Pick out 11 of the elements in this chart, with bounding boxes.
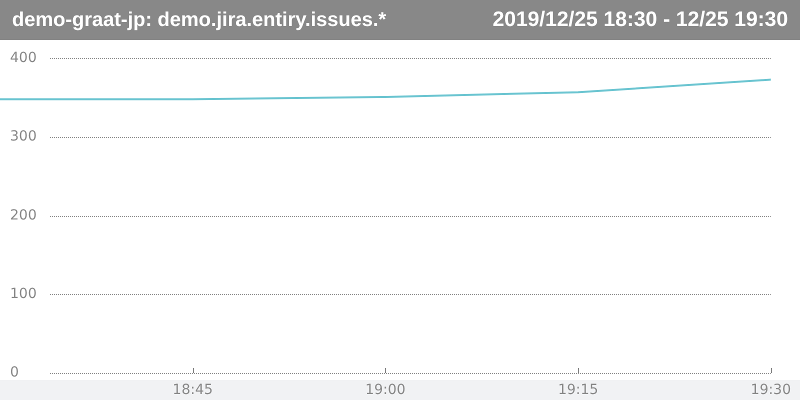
x-tick-label: 19:15 (558, 382, 598, 398)
y-tick-label: 200 (10, 207, 37, 224)
x-tick-label: 18:45 (172, 382, 213, 398)
x-tick-label: 19:30 (750, 382, 792, 398)
y-tick-label: 0 (10, 364, 19, 381)
chart-title: demo-graat-jp: demo.jira.entiry.issues.* (12, 8, 386, 32)
x-tick-label: 19:00 (365, 382, 406, 398)
y-tick-label: 100 (10, 286, 37, 302)
y-tick-label: 400 (10, 50, 37, 66)
chart-subtitle: 2019/12/25 18:30 - 12/25 19:30 (492, 8, 788, 32)
y-tick-label: 300 (10, 128, 37, 145)
